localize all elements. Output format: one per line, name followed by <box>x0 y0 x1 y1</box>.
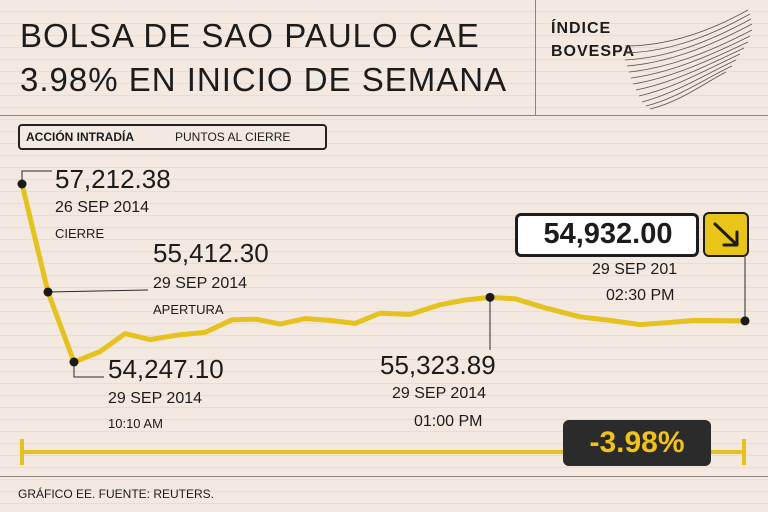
chart-title-line2: 3.98% EN INICIO DE SEMANA <box>20 61 508 98</box>
close-value-label: 57,212.38 <box>55 164 171 194</box>
data-point-marker <box>485 292 495 302</box>
chart-title-line1: BOLSA DE SAO PAULO CAE <box>20 17 480 54</box>
change-label: -3.98% <box>589 426 685 459</box>
source-label: GRÁFICO EE. FUENTE: REUTERS. <box>18 487 215 501</box>
close-note-label: CIERRE <box>55 226 105 241</box>
low-date-label: 29 SEP 2014 <box>108 390 203 407</box>
annotation-leader-line <box>47 289 149 293</box>
arrow-down-right-icon <box>703 212 749 257</box>
data-point-marker <box>43 287 53 297</box>
footer-rule <box>0 476 768 477</box>
data-point-marker <box>17 179 27 189</box>
header-divider <box>535 0 536 115</box>
change-badge <box>563 420 711 466</box>
midday-date-label: 29 SEP 2014 <box>392 385 487 402</box>
legend-bold-label: ACCIÓN INTRADÍA <box>26 130 134 144</box>
legend-box <box>18 124 327 150</box>
brand-line1: ÍNDICE <box>551 20 612 37</box>
low-value-label: 54,247.10 <box>108 354 224 384</box>
open-date-label: 29 SEP 2014 <box>153 275 248 292</box>
legend-label: PUNTOS AL CIERRE <box>175 130 291 144</box>
swoosh-lines-logo <box>624 9 753 110</box>
annotation-leader-line <box>73 362 104 378</box>
low-time-label: 10:10 AM <box>108 416 163 431</box>
last-date-label: 29 SEP 201 <box>592 261 678 278</box>
midday-time-label: 01:00 PM <box>414 413 483 430</box>
open-note-label: APERTURA <box>153 302 224 317</box>
last-time-label: 02:30 PM <box>606 287 675 304</box>
series-line <box>19 181 748 365</box>
last-value-box <box>515 213 699 257</box>
data-point-marker <box>69 357 79 367</box>
header-bottom-rule <box>0 115 768 116</box>
open-value-label: 55,412.30 <box>153 238 269 268</box>
data-point-marker <box>740 316 750 326</box>
last-value-label: 54,932.00 <box>543 218 673 250</box>
midday-value-label: 55,323.89 <box>380 350 496 380</box>
brand-line2: BOVESPA <box>551 43 636 60</box>
close-date-label: 26 SEP 2014 <box>55 199 150 216</box>
